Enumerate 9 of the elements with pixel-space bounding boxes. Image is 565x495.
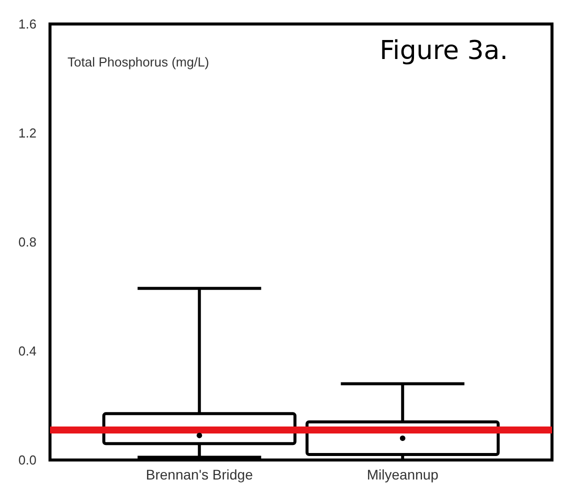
y-tick-label: 1.6 [18, 16, 36, 32]
x-tick-label: Brennan's Bridge [146, 466, 254, 482]
y-axis-title: Total Phosphorus (mg/L) [68, 54, 210, 70]
y-tick-label: 0.8 [18, 234, 36, 250]
y-tick-label: 0.0 [18, 452, 36, 468]
x-tick-label: Milyeannup [366, 466, 439, 482]
y-tick-label: 1.2 [18, 126, 36, 140]
text: Figure 3a. [380, 36, 508, 66]
y-tick-label: 0.4 [18, 344, 36, 358]
